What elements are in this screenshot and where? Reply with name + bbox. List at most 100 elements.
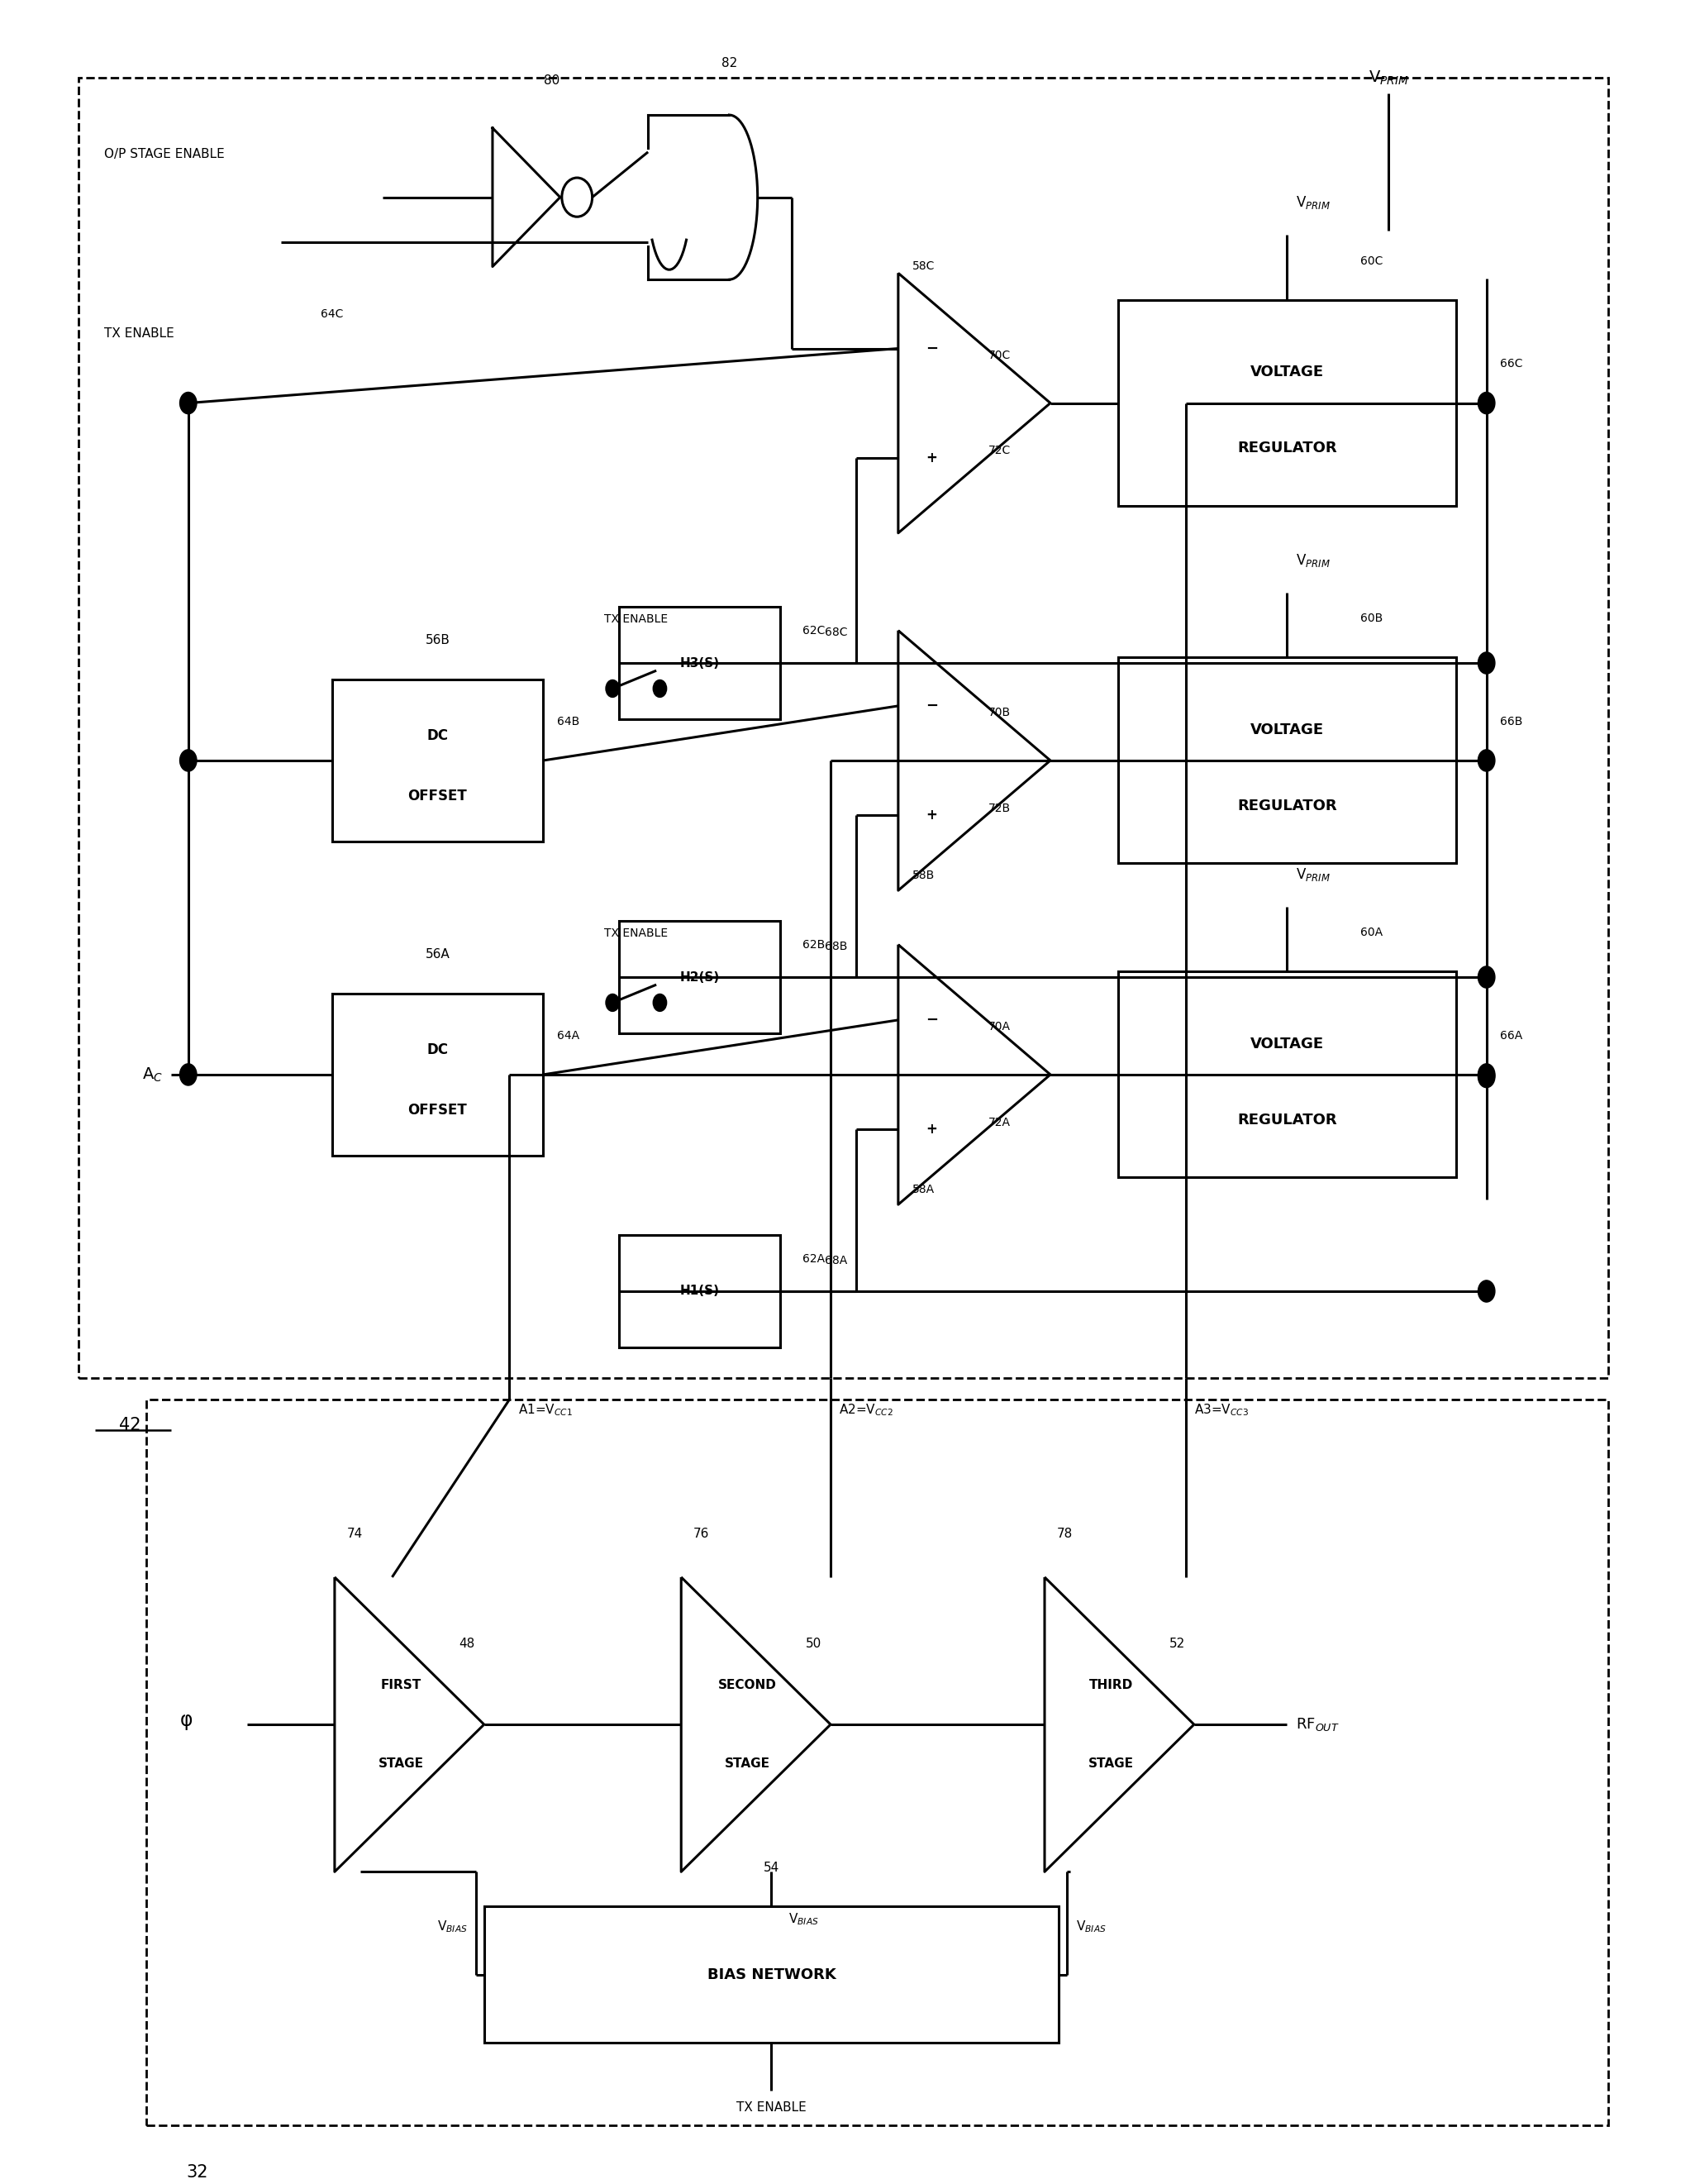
Text: V$_{PRIM}$: V$_{PRIM}$ (1368, 70, 1409, 87)
Circle shape (1478, 653, 1495, 675)
Text: TX ENABLE: TX ENABLE (103, 328, 175, 341)
Text: 60C: 60C (1359, 256, 1383, 266)
Text: RF$_{OUT}$: RF$_{OUT}$ (1295, 1717, 1339, 1732)
Text: VOLTAGE: VOLTAGE (1251, 1035, 1324, 1051)
Circle shape (1478, 1064, 1495, 1085)
Text: 70A: 70A (988, 1022, 1010, 1033)
Text: BIAS NETWORK: BIAS NETWORK (707, 1968, 836, 1983)
Text: 68A: 68A (825, 1256, 848, 1267)
Text: 58C: 58C (912, 260, 936, 273)
Text: 76: 76 (693, 1527, 710, 1540)
Text: VOLTAGE: VOLTAGE (1251, 723, 1324, 736)
Text: STAGE: STAGE (725, 1758, 770, 1769)
Text: 72C: 72C (988, 446, 1010, 456)
Text: 66B: 66B (1500, 716, 1522, 727)
Circle shape (605, 994, 619, 1011)
Circle shape (1478, 393, 1495, 415)
Text: −: − (925, 699, 937, 714)
Text: V$_{BIAS}$: V$_{BIAS}$ (788, 1911, 819, 1926)
Text: O/P STAGE ENABLE: O/P STAGE ENABLE (103, 149, 224, 159)
Text: 74: 74 (347, 1527, 363, 1540)
Bar (1119, 972, 1456, 1177)
Circle shape (653, 679, 666, 697)
Circle shape (1478, 749, 1495, 771)
Text: H1(S): H1(S) (680, 1284, 719, 1297)
Circle shape (180, 749, 197, 771)
Text: 82: 82 (720, 57, 737, 70)
Text: VOLTAGE: VOLTAGE (1251, 365, 1324, 380)
Text: 54: 54 (763, 1861, 780, 1874)
Text: 68C: 68C (825, 627, 848, 638)
Circle shape (1478, 1280, 1495, 1302)
Circle shape (1478, 1066, 1495, 1088)
Text: A3=V$_{CC3}$: A3=V$_{CC3}$ (1193, 1402, 1249, 1417)
Text: 72B: 72B (988, 802, 1010, 815)
Text: OFFSET: OFFSET (408, 788, 468, 804)
Circle shape (180, 1064, 197, 1085)
Bar (332, 679, 542, 841)
Text: A2=V$_{CC2}$: A2=V$_{CC2}$ (839, 1402, 893, 1417)
Text: 72A: 72A (988, 1116, 1010, 1127)
Text: 66A: 66A (1500, 1031, 1522, 1042)
Text: 64A: 64A (558, 1031, 580, 1042)
Text: 66C: 66C (1500, 358, 1522, 369)
Bar (78, 79, 1609, 1378)
Text: 42: 42 (119, 1417, 141, 1433)
Text: 58B: 58B (912, 869, 936, 882)
Circle shape (180, 393, 197, 415)
Text: FIRST: FIRST (381, 1679, 422, 1693)
Text: H3(S): H3(S) (680, 657, 719, 668)
Bar (1119, 657, 1456, 863)
Text: OFFSET: OFFSET (408, 1103, 468, 1118)
Text: 78: 78 (1058, 1527, 1073, 1540)
Text: STAGE: STAGE (378, 1758, 424, 1769)
Bar (332, 994, 542, 1155)
Bar (619, 607, 780, 719)
Text: V$_{BIAS}$: V$_{BIAS}$ (437, 1920, 468, 1935)
Text: V$_{BIAS}$: V$_{BIAS}$ (1076, 1920, 1107, 1935)
Text: REGULATOR: REGULATOR (1237, 1112, 1337, 1127)
Text: 52: 52 (1170, 1638, 1185, 1649)
Text: TX ENABLE: TX ENABLE (736, 2101, 807, 2114)
Text: +: + (925, 808, 937, 823)
Text: 56B: 56B (425, 633, 449, 646)
Text: −: − (925, 1013, 937, 1026)
Text: 62C: 62C (802, 625, 825, 636)
Text: TX ENABLE: TX ENABLE (605, 614, 668, 625)
Text: 50: 50 (805, 1638, 822, 1649)
Text: 62A: 62A (802, 1254, 825, 1265)
Bar (619, 1234, 780, 1348)
Circle shape (605, 679, 619, 697)
Text: 62B: 62B (802, 939, 825, 950)
Text: 70B: 70B (988, 708, 1010, 719)
Text: +: + (925, 1123, 937, 1136)
Text: V$_{PRIM}$: V$_{PRIM}$ (1295, 194, 1331, 212)
Circle shape (1478, 965, 1495, 987)
Text: REGULATOR: REGULATOR (1237, 799, 1337, 812)
Text: 58A: 58A (912, 1184, 934, 1195)
Text: 64B: 64B (558, 716, 580, 727)
Text: 64C: 64C (320, 308, 342, 319)
Circle shape (653, 994, 666, 1011)
Text: A1=V$_{CC1}$: A1=V$_{CC1}$ (519, 1402, 573, 1417)
Text: DC: DC (427, 729, 447, 743)
Text: 60B: 60B (1361, 614, 1383, 625)
Text: −: − (925, 341, 937, 356)
Text: 80: 80 (544, 74, 559, 87)
Text: DC: DC (427, 1042, 447, 1057)
Text: 56A: 56A (425, 948, 449, 961)
Text: H2(S): H2(S) (680, 972, 719, 983)
Text: A$_C$: A$_C$ (142, 1066, 163, 1083)
Text: STAGE: STAGE (1088, 1758, 1134, 1769)
Text: 32: 32 (186, 2164, 208, 2182)
Text: V$_{PRIM}$: V$_{PRIM}$ (1295, 865, 1331, 882)
Bar (485, 1907, 1059, 2042)
Text: SECOND: SECOND (719, 1679, 776, 1693)
Bar (146, 1400, 1609, 2125)
Bar (1119, 299, 1456, 507)
Text: 68B: 68B (825, 941, 848, 952)
Text: REGULATOR: REGULATOR (1237, 441, 1337, 456)
Bar (619, 922, 780, 1033)
Text: 70C: 70C (988, 349, 1010, 360)
Text: +: + (925, 450, 937, 465)
